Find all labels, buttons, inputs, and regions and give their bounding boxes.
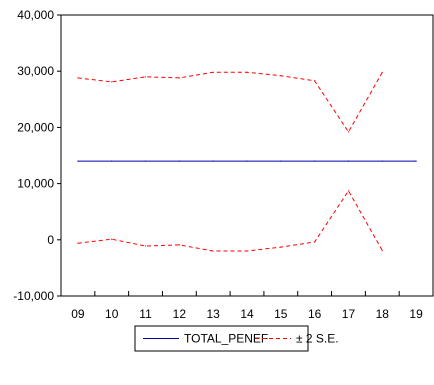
- series-point-1: [212, 71, 214, 73]
- y-tick-label: 20,000: [17, 120, 54, 134]
- series-point-1: [280, 75, 282, 77]
- series-point-0: [381, 160, 383, 162]
- y-tick-label: 40,000: [17, 8, 54, 22]
- series-point-1: [144, 76, 147, 78]
- legend-label-1: ± 2 S.E.: [296, 332, 339, 346]
- plot-series: [77, 71, 417, 252]
- x-tick-label: 19: [409, 307, 423, 321]
- series-point-0: [314, 160, 316, 162]
- series-line-1: [77, 71, 383, 133]
- plot-frame: [60, 14, 434, 297]
- x-tick-label: 11: [139, 307, 152, 321]
- series-point-1: [77, 77, 79, 79]
- series-point-0: [415, 160, 417, 162]
- series-point-1: [178, 77, 180, 79]
- x-tick-label: 18: [376, 307, 390, 321]
- x-tick-label: 10: [105, 307, 119, 321]
- x-tick-label: 15: [274, 307, 288, 321]
- series-point-1: [246, 71, 248, 73]
- series-point-2: [111, 238, 113, 240]
- series-point-0: [280, 160, 282, 162]
- x-tick-label: 12: [173, 307, 187, 321]
- x-tick-label: 14: [240, 307, 254, 321]
- series-point-0: [144, 160, 147, 162]
- legend: TOTAL_PENEF ± 2 S.E.: [134, 325, 339, 352]
- y-tick-label: -10,000: [13, 289, 54, 303]
- x-tick-label: 09: [71, 307, 85, 321]
- y-tick-label: 10,000: [17, 177, 54, 191]
- series-point-0: [111, 160, 113, 162]
- legend-label-0: TOTAL_PENEF: [184, 332, 268, 346]
- series-point-2: [178, 244, 180, 246]
- series-point-0: [246, 160, 248, 162]
- series-point-0: [347, 160, 350, 162]
- series-point-2: [280, 246, 282, 248]
- x-tick-label: 17: [342, 307, 356, 321]
- series-point-0: [212, 160, 214, 162]
- series-point-2: [212, 250, 214, 252]
- series-point-0: [178, 160, 180, 162]
- series-point-2: [381, 249, 383, 252]
- y-tick-label: 30,000: [17, 64, 54, 78]
- axis-ticks: -10,000 0 10,000 20,000 30,000 40,000 09 10 11 12…: [13, 8, 434, 321]
- y-tick-label: 0: [47, 233, 54, 247]
- series-point-2: [144, 245, 147, 247]
- plot-axes: [60, 14, 434, 297]
- series-point-1: [347, 131, 350, 133]
- series-point-1: [314, 80, 316, 82]
- series-line-2: [77, 189, 383, 252]
- series-point-0: [77, 160, 79, 162]
- series-point-1: [381, 71, 383, 73]
- x-tick-label: 16: [308, 307, 322, 321]
- series-point-2: [77, 242, 79, 244]
- series-point-1: [111, 81, 113, 83]
- series-point-2: [314, 241, 316, 243]
- series-point-2: [246, 250, 248, 252]
- x-tick-label: 13: [207, 307, 221, 321]
- series-point-2: [347, 190, 350, 192]
